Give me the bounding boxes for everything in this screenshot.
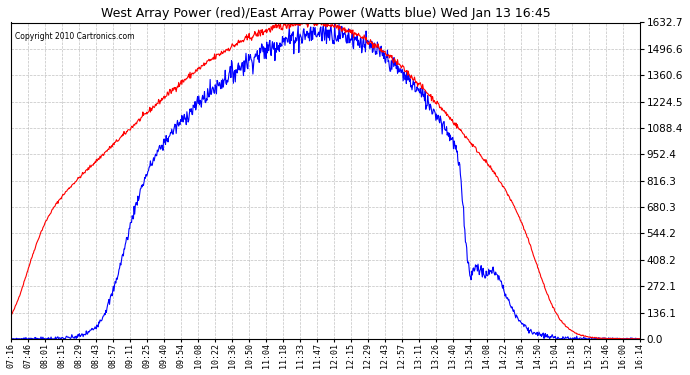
Text: Copyright 2010 Cartronics.com: Copyright 2010 Cartronics.com	[14, 32, 134, 41]
Title: West Array Power (red)/East Array Power (Watts blue) Wed Jan 13 16:45: West Array Power (red)/East Array Power …	[101, 7, 551, 20]
